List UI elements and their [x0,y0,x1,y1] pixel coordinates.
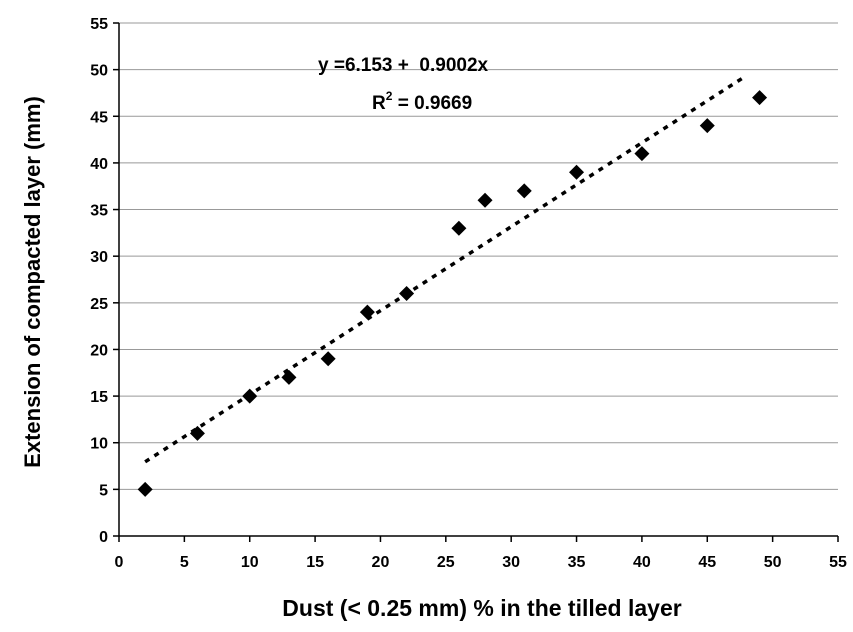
x-tick-label: 50 [764,554,782,571]
data-point [320,351,336,367]
y-tick-label: 30 [90,249,108,266]
y-tick-label: 50 [90,63,108,80]
x-tick-label: 30 [502,554,520,571]
data-point [516,183,532,199]
data-points [137,90,768,497]
data-point [399,285,415,301]
data-point [189,425,205,441]
data-point [359,304,375,320]
data-point [451,220,467,236]
x-tick-label: 55 [829,554,847,571]
y-tick-label: 15 [90,389,108,406]
x-tick-label: 20 [372,554,390,571]
x-tick-labels: 0 5 10 15 20 25 30 35 40 45 50 55 [115,554,847,571]
data-point [137,481,153,497]
y-tick-label: 5 [99,482,108,499]
x-axis-title: Dust (< 0.25 mm) % in the tilled layer [282,595,681,621]
r-squared-label: R2 = 0.9669 [372,89,472,114]
x-tick-label: 10 [241,554,259,571]
y-tick-label: 20 [90,342,108,359]
y-tick-labels: 0 5 10 15 20 25 30 35 40 45 50 55 [90,16,108,546]
y-tick-label: 40 [90,156,108,173]
x-tick-label: 5 [180,554,189,571]
r-squared-prefix: R [372,93,386,114]
grid-lines [119,22,838,490]
r-squared-exponent: 2 [386,89,393,103]
data-point [569,164,585,180]
y-tick-label: 25 [90,296,108,313]
x-tick-label: 15 [306,554,324,571]
data-point [242,388,258,404]
data-point [699,118,715,134]
trendline [144,74,748,464]
trendline-group [144,74,748,464]
y-axis-title: Extension of compacted layer (mm) [20,96,45,468]
x-tick-label: 45 [698,554,716,571]
y-tick-label: 35 [90,203,108,220]
data-point [634,146,650,162]
y-tick-label: 45 [90,109,108,126]
data-point [752,90,768,106]
y-tick-label: 10 [90,436,108,453]
x-tick-label: 40 [633,554,651,571]
data-point [477,192,493,208]
y-tick-label: 0 [99,529,108,546]
x-tick-label: 0 [115,554,124,571]
r-squared-value: = 0.9669 [392,93,472,114]
regression-equation: y =6.153 + 0.9002x [318,55,489,76]
x-tick-label: 25 [437,554,455,571]
data-point [281,369,297,385]
x-tick-label: 35 [568,554,586,571]
axes [113,22,839,542]
y-tick-label: 55 [90,16,108,33]
